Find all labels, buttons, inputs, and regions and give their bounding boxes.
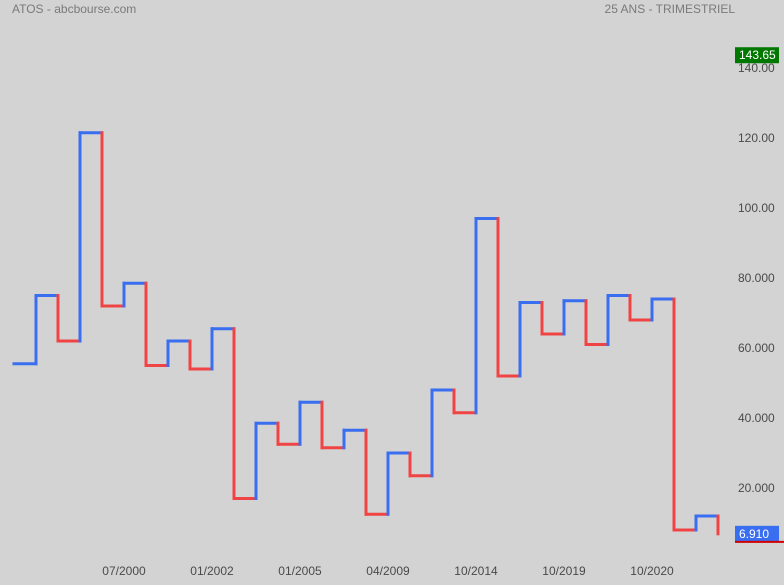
high-value-label: 143.65: [739, 48, 776, 62]
y-tick-label: 80.000: [738, 271, 775, 285]
y-tick-label: 100.00: [738, 201, 775, 215]
x-tick-label: 10/2020: [630, 564, 674, 578]
chart-title: ATOS - abcbourse.com: [12, 2, 137, 16]
y-tick-label: 20.000: [738, 481, 775, 495]
y-tick-label: 40.000: [738, 411, 775, 425]
last-value-label: 6.910: [739, 527, 769, 541]
x-tick-label: 10/2019: [542, 564, 586, 578]
x-tick-label: 04/2009: [366, 564, 410, 578]
x-tick-label: 01/2005: [278, 564, 322, 578]
high-value-badge: [735, 47, 779, 64]
y-tick-label: 140.00: [738, 61, 775, 75]
last-value-badge: [735, 525, 779, 542]
period-label: 25 ANS - TRIMESTRIEL: [604, 2, 735, 16]
y-tick-label: 120.00: [738, 131, 775, 145]
x-tick-label: 07/2000: [102, 564, 146, 578]
x-tick-label: 10/2014: [454, 564, 498, 578]
y-tick-label: 60.000: [738, 341, 775, 355]
x-tick-label: 01/2002: [190, 564, 234, 578]
